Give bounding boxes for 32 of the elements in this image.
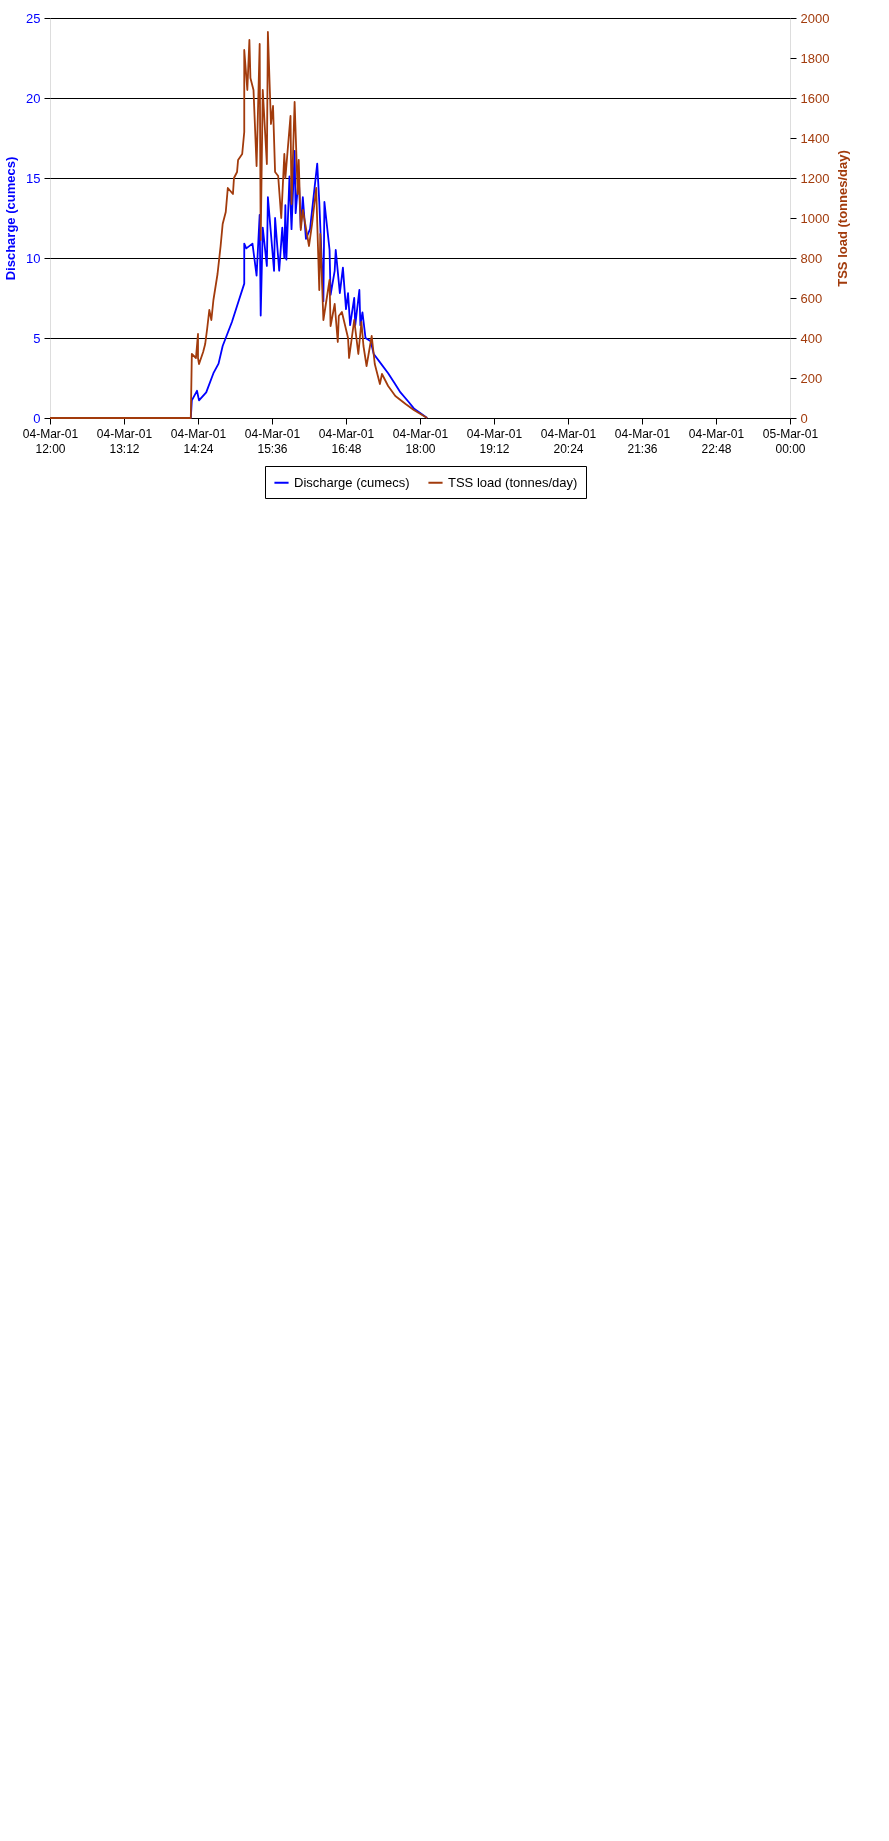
x-tick-label: 04-Mar-01 12:00 [22,426,79,456]
y-tick-label: 10 [26,250,41,266]
y2-tick-label: 1200 [800,170,830,186]
x-tick-label: 04-Mar-01 18:00 [392,426,449,456]
x-tick-label: 04-Mar-01 13:12 [96,426,153,456]
y2-tick-label: 0 [800,410,808,426]
y2-tick-label: 800 [800,250,823,266]
y-tick-label: 25 [26,10,41,26]
y2-axis-title: TSS load (tonnes/day) [835,150,851,287]
x-tick-label: 04-Mar-01 19:12 [466,426,523,456]
x-tick-label: 04-Mar-01 14:24 [170,426,227,456]
y-tick-label: 15 [26,170,41,186]
x-tick-label: 05-Mar-01 00:00 [762,426,819,456]
legend-label: Discharge (cumecs) [294,474,410,490]
y-tick-label: 20 [26,90,41,106]
x-tick-label: 04-Mar-01 16:48 [318,426,375,456]
y-tick-label: 5 [33,330,41,346]
y2-tick-label: 2000 [800,10,830,26]
y2-tick-label: 200 [800,370,823,386]
x-tick-label: 04-Mar-01 20:24 [540,426,597,456]
y-axis-title: Discharge (cumecs) [3,156,19,281]
y2-tick-label: 400 [800,330,823,346]
y2-tick-label: 600 [800,290,823,306]
x-tick-label: 04-Mar-01 15:36 [244,426,301,456]
legend-label: TSS load (tonnes/day) [448,474,578,490]
x-tick-label: 04-Mar-01 21:36 [614,426,671,456]
y2-tick-label: 1800 [800,50,830,66]
y2-tick-label: 1000 [800,210,830,226]
y2-tick-label: 1400 [800,130,830,146]
y2-tick-label: 1600 [800,90,830,106]
x-tick-label: 04-Mar-01 22:48 [688,426,745,456]
y-tick-label: 0 [33,410,41,426]
